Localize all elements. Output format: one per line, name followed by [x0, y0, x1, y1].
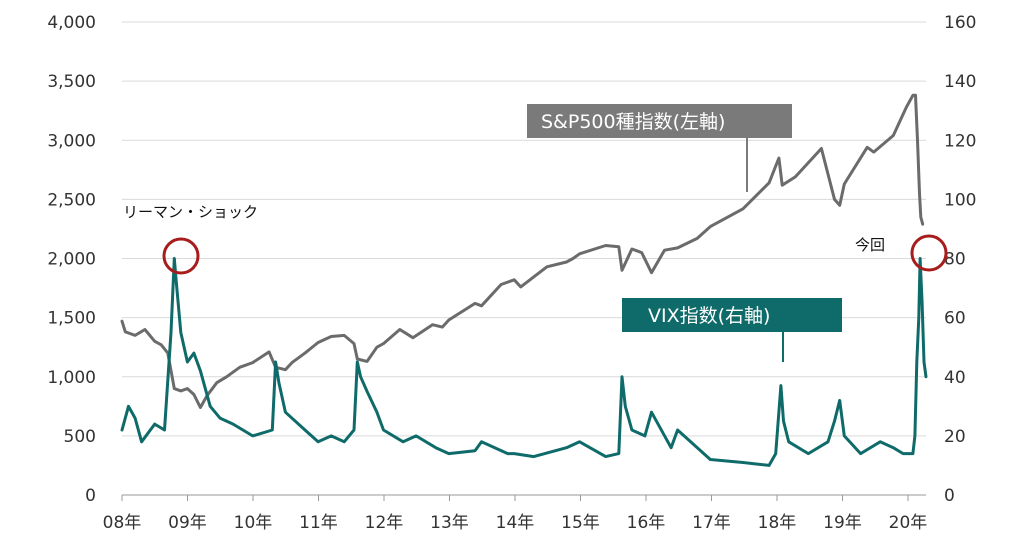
left-tick-label: 500 — [64, 427, 96, 447]
left-axis-ticks: 0 500 1,000 1,500 2,000 2,500 3,000 3,500 4,000 — [47, 13, 96, 506]
vix-label: VIX指数(右軸) — [648, 305, 770, 327]
series-layer — [120, 93, 928, 467]
x-tick-label: 19年 — [823, 513, 862, 533]
right-tick-label: 60 — [944, 309, 966, 329]
x-axis-ticks: 08年 09年 10年 11年 12年 13年 14年 15年 16年 17年 18年 19年 20年 — [103, 495, 928, 533]
lehman-circle — [162, 237, 200, 275]
now-label: 今回 — [855, 236, 885, 254]
x-tick-label: 15年 — [561, 513, 600, 533]
x-tick-label: 17年 — [692, 513, 731, 533]
x-tick-label: 12年 — [365, 513, 404, 533]
x-tick-label: 18年 — [758, 513, 797, 533]
grid-lines — [122, 21, 926, 437]
left-tick-label: 1,000 — [47, 368, 96, 388]
right-tick-label: 140 — [944, 72, 976, 92]
x-tick-label: 20年 — [889, 513, 928, 533]
sp500-label-box — [527, 104, 792, 138]
vix-label-box — [622, 298, 842, 332]
right-tick-label: 100 — [944, 190, 976, 210]
right-tick-label: 0 — [944, 486, 955, 506]
right-tick-label: 40 — [944, 368, 966, 388]
vix-series-line — [120, 257, 928, 467]
x-tick-label: 08年 — [103, 513, 142, 533]
x-tick-label: 14年 — [496, 513, 535, 533]
sp500-label: S&P500種指数(左軸) — [541, 111, 725, 133]
now-circle — [910, 234, 948, 272]
x-tick-label: 10年 — [234, 513, 273, 533]
x-tick-label: 13年 — [430, 513, 469, 533]
lehman-label: リーマン・ショック — [123, 203, 258, 221]
left-tick-label: 2,000 — [47, 250, 96, 270]
x-tick-label: 11年 — [299, 513, 338, 533]
right-tick-label: 20 — [944, 427, 966, 447]
x-tick-label: 09年 — [168, 513, 207, 533]
right-tick-label: 80 — [944, 250, 966, 270]
right-axis-ticks: 0 20 40 60 80 100 120 140 160 — [944, 13, 976, 506]
sp500-series-line — [120, 93, 925, 409]
x-tick-label: 16年 — [627, 513, 666, 533]
right-tick-label: 120 — [944, 131, 976, 151]
right-tick-label: 160 — [944, 13, 976, 33]
annotations: リーマン・ショック 今回 S&P500種指数(左軸) VIX指数(右軸) — [123, 104, 948, 362]
left-tick-label: 3,000 — [47, 131, 96, 151]
left-tick-label: 2,500 — [47, 190, 96, 210]
left-tick-label: 4,000 — [47, 13, 96, 33]
left-tick-label: 0 — [85, 486, 96, 506]
left-tick-label: 1,500 — [47, 309, 96, 329]
left-tick-label: 3,500 — [47, 72, 96, 92]
